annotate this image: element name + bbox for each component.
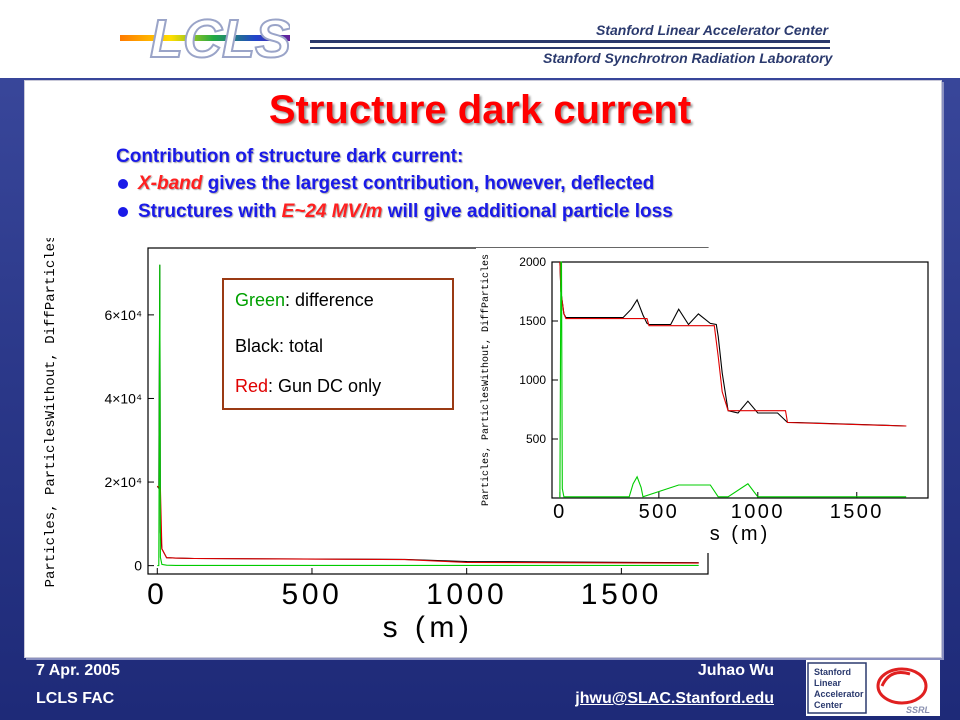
main-plot-x-tick-label: 500 bbox=[282, 578, 343, 611]
footer-date: 7 Apr. 2005 bbox=[36, 662, 120, 679]
bullet-xband: X-band gives the largest contribution, h… bbox=[118, 173, 654, 195]
inset-plot-series-green bbox=[559, 261, 907, 499]
inset-plot-x-tick-label: 0 bbox=[553, 501, 567, 523]
footer-logos: Stanford Linear Accelerator Center SSRL bbox=[806, 660, 940, 716]
lcls-logo-text: LCLS bbox=[150, 9, 290, 69]
inset-plot-y-tick-label: 1000 bbox=[519, 373, 546, 387]
footer-email-link[interactable]: jhwu@SLAC.Stanford.edu bbox=[575, 690, 774, 707]
legend-green-word: Green bbox=[235, 290, 286, 310]
main-plot-y-tick-label: 2×10⁴ bbox=[104, 474, 142, 490]
legend-red-word: Red bbox=[235, 376, 269, 396]
legend-green-text: : difference bbox=[285, 290, 374, 310]
footer-committee: LCLS FAC bbox=[36, 690, 115, 707]
legend-red: Red: Gun DC only bbox=[235, 376, 381, 397]
bullet-structures-emphasis: E~24 MV/m bbox=[281, 201, 383, 222]
main-plot-x-axis-label: s (m) bbox=[383, 611, 474, 644]
main-plot-x-tick-label: 1000 bbox=[426, 578, 507, 611]
main-plot-y-tick-label: 0 bbox=[134, 558, 142, 574]
inset-plot-y-tick-label: 500 bbox=[526, 432, 546, 446]
main-plot-y-tick-label: 6×10⁴ bbox=[104, 307, 142, 323]
bullet-dot-icon bbox=[118, 178, 128, 189]
inset-plot-x-tick-label: 1000 bbox=[731, 501, 785, 523]
slide-title: Structure dark current bbox=[268, 88, 692, 132]
lcls-logo: LCLS bbox=[120, 8, 290, 70]
slide-subhead: Contribution of structure dark current: bbox=[116, 146, 464, 167]
main-plot-series-red bbox=[156, 485, 699, 564]
ssrl-ring-icon bbox=[876, 667, 928, 705]
bullet-structures-text-pre: Structures with bbox=[138, 201, 282, 222]
legend-green: Green: difference bbox=[235, 290, 374, 311]
header-rule-top bbox=[310, 40, 830, 43]
inset-plot-y-tick-label: 2000 bbox=[519, 255, 546, 269]
slac-logo-line2: Linear bbox=[814, 678, 842, 688]
bullet-structures-text-rest: will give additional particle loss bbox=[382, 201, 673, 222]
main-plot-x-tick-label: 0 bbox=[147, 578, 167, 611]
main-plot-y-axis-label: Particles, ParticlesWithout, DiffParticl… bbox=[43, 238, 59, 587]
slac-logo-box bbox=[807, 662, 867, 714]
inset-plot-x-axis-label: s (m) bbox=[710, 523, 771, 545]
bullet-xband-emphasis: X-band bbox=[138, 173, 203, 194]
legend-black: Black: total bbox=[235, 336, 324, 356]
main-plot-series-green bbox=[157, 264, 699, 567]
main-plot-x-tick-label: 1500 bbox=[581, 578, 662, 611]
inset-plot-frame bbox=[551, 261, 929, 499]
plot-legend: Green: difference Black: total Red: Gun … bbox=[222, 278, 454, 410]
main-plot-y-tick-label: 4×10⁴ bbox=[104, 390, 142, 406]
inset-plot-series-red bbox=[559, 261, 907, 427]
slide-header: LCLS Stanford Linear Accelerator Center … bbox=[0, 0, 960, 78]
legend-red-text: : Gun DC only bbox=[268, 376, 382, 396]
bullet-structures: Structures with E~24 MV/m will give addi… bbox=[118, 201, 673, 223]
ssrl-swoosh-icon bbox=[880, 671, 911, 687]
inset-plot-x-tick-label: 500 bbox=[639, 501, 680, 523]
inset-plot-x-tick-label: 1500 bbox=[830, 501, 884, 523]
slac-logo-line4: Center bbox=[814, 700, 843, 710]
header-rule-bottom bbox=[310, 47, 830, 49]
bullet-dot-icon bbox=[118, 206, 128, 217]
inset-plot-y-tick-label: 1500 bbox=[519, 314, 546, 328]
inset-plot-series-black bbox=[559, 261, 907, 427]
slac-logo-line1: Stanford bbox=[814, 667, 851, 677]
org-ssrl: Stanford Synchrotron Radiation Laborator… bbox=[543, 50, 833, 66]
org-slac: Stanford Linear Accelerator Center bbox=[596, 22, 829, 38]
inset-plot: 0 500 1000 1500 500 1000 1500 2000 s (m) Particle… bbox=[476, 248, 936, 553]
slac-logo-line3: Accelerator bbox=[814, 689, 864, 699]
footer-author: Juhao Wu bbox=[697, 662, 774, 679]
inset-plot-y-axis-label: Particles, ParticlesWithout, DiffParticl… bbox=[480, 254, 492, 506]
ssrl-logo-text: SSRL bbox=[906, 705, 930, 715]
bullet-xband-text: gives the largest contribution, however,… bbox=[202, 173, 655, 194]
